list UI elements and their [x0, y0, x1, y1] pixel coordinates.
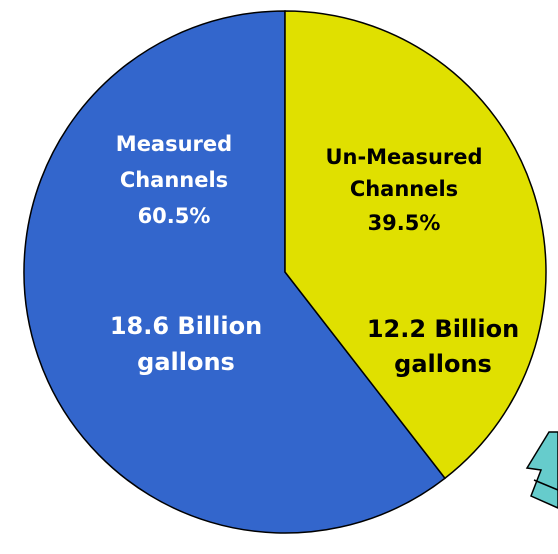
slice-amount-line-measured-2: gallons: [137, 348, 235, 376]
slice-name-line-measured-1: Measured: [116, 132, 232, 156]
pie-slice-unmeasured: [284, 10, 547, 480]
pie-slice-measured: [23, 10, 447, 534]
slice-amount-line-measured-1: 18.6 Billion: [110, 312, 262, 340]
slice-amount-line-unmeasured-1: 12.2 Billion: [367, 315, 519, 343]
slice-amount-line-unmeasured-2: gallons: [394, 350, 492, 378]
callout-arrow-shape: [525, 431, 558, 509]
pie-slices: [23, 10, 547, 534]
slice-name-line-measured-2: Channels: [120, 168, 228, 192]
slice-name-line-unmeasured-2: Channels: [350, 177, 458, 201]
slice-name-line-unmeasured-1: Un-Measured: [325, 145, 482, 169]
slice-percent-measured: 60.5%: [138, 204, 211, 228]
slice-percent-unmeasured: 39.5%: [368, 211, 441, 235]
